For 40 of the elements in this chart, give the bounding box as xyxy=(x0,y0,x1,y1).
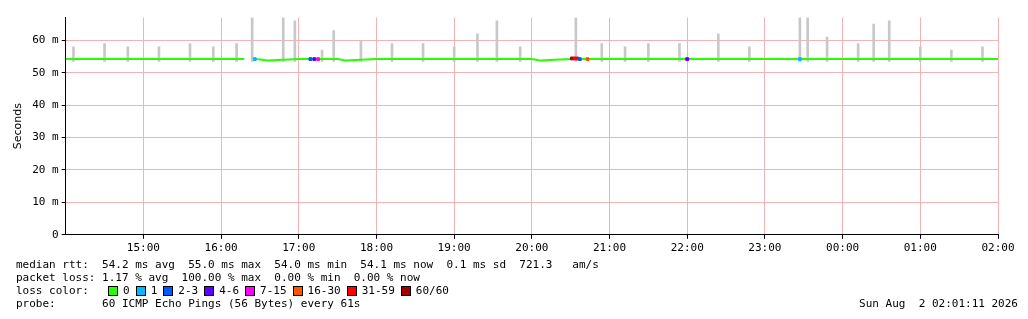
legend-label: 4-6 xyxy=(219,284,240,297)
text: median rtt: 54.2 ms avg 55.0 ms max 54.0 ms min 54.1 ms now 0.1 ms sd 721.3 am/s xyxy=(16,258,600,271)
y-tick-label: 10 m xyxy=(32,195,60,209)
text: packet loss: 1.17 % avg 100.00 % max 0.00 % min 0.00 % now xyxy=(16,271,421,284)
x-tick-label: 17:00 xyxy=(282,241,316,255)
legend-label: 16-30 xyxy=(307,284,341,297)
bar xyxy=(716,33,720,62)
x-tick-label: 22:00 xyxy=(670,241,704,255)
bar xyxy=(806,17,809,62)
x-tick-label: 20:00 xyxy=(515,241,549,255)
bar xyxy=(281,17,285,62)
x-tick-label: 16:00 xyxy=(204,241,238,255)
x-tick-label: 15:00 xyxy=(126,241,160,255)
bar xyxy=(887,20,891,62)
y-tick-label: 30 m xyxy=(32,130,60,144)
x-tick-label: 02:00 xyxy=(981,241,1015,255)
bar xyxy=(332,30,336,62)
x-tick-label: 21:00 xyxy=(592,241,627,255)
legend-label: 0 xyxy=(123,284,130,297)
x-tick-label: 18:00 xyxy=(359,241,394,255)
y-tick-label: 50 m xyxy=(32,65,60,79)
legend-label: 7-15 xyxy=(260,284,287,297)
y-tick-label: 60 m xyxy=(32,33,60,47)
text: probe: 60 ICMP Echo Pings (56 Bytes) every 61s xyxy=(16,297,361,310)
legend-label: 1 xyxy=(150,284,158,297)
x-tick-label: 23:00 xyxy=(748,241,782,255)
bar xyxy=(476,33,479,62)
y-tick-label: 20 m xyxy=(32,162,60,176)
bar xyxy=(872,23,876,62)
text: Sun Aug 2 02:01:11 2026 xyxy=(859,297,1018,310)
x-tick-label: 00:00 xyxy=(826,241,860,255)
x-tick-label: 19:00 xyxy=(437,241,471,255)
legend-label: 60/60 xyxy=(415,284,449,297)
y-axis-title: Seconds xyxy=(11,102,25,150)
legend-title: loss color: xyxy=(16,284,90,297)
y-tick-label: 0 xyxy=(52,227,59,241)
legend-label: 2-3 xyxy=(178,284,199,297)
y-tick-label: 40 m xyxy=(32,97,60,111)
legend-label: 31-59 xyxy=(361,284,395,297)
x-tick-label: 01:00 xyxy=(903,241,937,255)
